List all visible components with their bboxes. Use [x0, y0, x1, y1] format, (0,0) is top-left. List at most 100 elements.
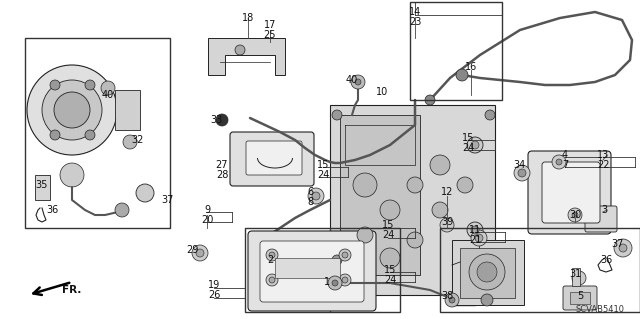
Circle shape: [619, 244, 627, 252]
Circle shape: [216, 114, 228, 126]
Text: 3: 3: [601, 205, 607, 215]
Circle shape: [471, 226, 479, 234]
Circle shape: [380, 248, 400, 268]
Circle shape: [471, 266, 479, 274]
Circle shape: [136, 184, 154, 202]
Circle shape: [357, 227, 373, 243]
Circle shape: [456, 69, 468, 81]
Text: 10: 10: [376, 87, 388, 97]
Circle shape: [339, 249, 351, 261]
Text: 26: 26: [208, 290, 220, 300]
Text: 20: 20: [201, 215, 213, 225]
Circle shape: [60, 163, 84, 187]
Circle shape: [123, 135, 137, 149]
Text: 27: 27: [216, 160, 228, 170]
Circle shape: [430, 155, 450, 175]
Circle shape: [192, 245, 208, 261]
Circle shape: [342, 252, 348, 258]
Bar: [35, 175, 50, 200]
Circle shape: [196, 249, 204, 257]
Circle shape: [339, 274, 351, 286]
Text: 38: 38: [441, 291, 453, 301]
Bar: [115, 90, 140, 130]
Polygon shape: [275, 258, 340, 278]
Bar: [570, 292, 590, 304]
Text: 40: 40: [346, 75, 358, 85]
Circle shape: [355, 79, 361, 85]
Text: 19: 19: [208, 280, 220, 290]
Bar: [340, 115, 420, 275]
Circle shape: [425, 95, 435, 105]
Text: 36: 36: [600, 255, 612, 265]
Text: 2: 2: [267, 255, 273, 265]
Text: 12: 12: [441, 187, 453, 197]
Bar: [572, 268, 580, 286]
Circle shape: [54, 92, 90, 128]
Text: 4: 4: [562, 150, 568, 160]
Circle shape: [445, 293, 459, 307]
FancyBboxPatch shape: [542, 162, 600, 223]
Circle shape: [332, 255, 342, 265]
FancyBboxPatch shape: [248, 231, 376, 311]
Text: 36: 36: [46, 205, 58, 215]
Circle shape: [467, 262, 483, 278]
Text: 24: 24: [382, 230, 394, 240]
Text: 31: 31: [569, 269, 581, 279]
Circle shape: [85, 130, 95, 140]
Text: 6: 6: [307, 187, 313, 197]
Circle shape: [85, 80, 95, 90]
Text: 34: 34: [513, 160, 525, 170]
Bar: [452, 240, 524, 305]
Text: 16: 16: [465, 62, 477, 72]
Text: 24: 24: [462, 143, 474, 153]
Circle shape: [328, 276, 342, 290]
Circle shape: [42, 80, 102, 140]
Bar: [25, 38, 170, 228]
Circle shape: [332, 110, 342, 120]
Circle shape: [342, 277, 348, 283]
Text: 28: 28: [216, 170, 228, 180]
Text: 15: 15: [384, 265, 396, 275]
Circle shape: [457, 177, 473, 193]
Circle shape: [353, 173, 377, 197]
Text: 30: 30: [569, 210, 581, 220]
Circle shape: [572, 271, 586, 285]
Circle shape: [432, 202, 448, 218]
Circle shape: [485, 110, 495, 120]
Circle shape: [235, 45, 245, 55]
Text: 11: 11: [469, 225, 481, 235]
Circle shape: [568, 208, 582, 222]
Text: 14: 14: [409, 7, 421, 17]
Text: 29: 29: [186, 245, 198, 255]
Text: 32: 32: [132, 135, 144, 145]
FancyBboxPatch shape: [246, 141, 302, 175]
Bar: [440, 228, 640, 312]
Text: 22: 22: [596, 160, 609, 170]
Circle shape: [449, 297, 455, 303]
Text: 23: 23: [409, 17, 421, 27]
Circle shape: [269, 252, 275, 258]
Circle shape: [380, 200, 400, 220]
Text: 37: 37: [162, 195, 174, 205]
Polygon shape: [208, 38, 285, 75]
Circle shape: [475, 234, 483, 242]
Circle shape: [485, 255, 495, 265]
Text: 21: 21: [469, 235, 481, 245]
Circle shape: [518, 169, 526, 177]
Circle shape: [27, 65, 117, 155]
Circle shape: [332, 280, 338, 286]
Bar: [245, 228, 400, 312]
Text: 33: 33: [210, 115, 222, 125]
Circle shape: [407, 177, 423, 193]
Circle shape: [50, 130, 60, 140]
Circle shape: [115, 203, 129, 217]
Circle shape: [471, 141, 479, 149]
Text: 24: 24: [317, 170, 329, 180]
Circle shape: [477, 262, 497, 282]
Circle shape: [556, 159, 562, 165]
Text: FR.: FR.: [62, 285, 81, 295]
Text: 9: 9: [204, 205, 210, 215]
FancyBboxPatch shape: [260, 241, 364, 302]
Text: 39: 39: [441, 217, 453, 227]
Circle shape: [269, 277, 275, 283]
